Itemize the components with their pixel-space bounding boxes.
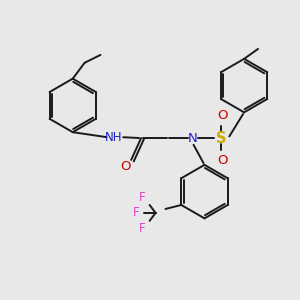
Text: N: N (188, 132, 197, 145)
Text: F: F (138, 190, 145, 204)
Text: O: O (217, 109, 228, 122)
Text: O: O (217, 154, 228, 167)
Text: NH: NH (105, 130, 122, 144)
Text: S: S (216, 130, 226, 146)
Text: F: F (132, 206, 139, 219)
Text: F: F (138, 222, 145, 235)
Text: O: O (120, 160, 130, 173)
